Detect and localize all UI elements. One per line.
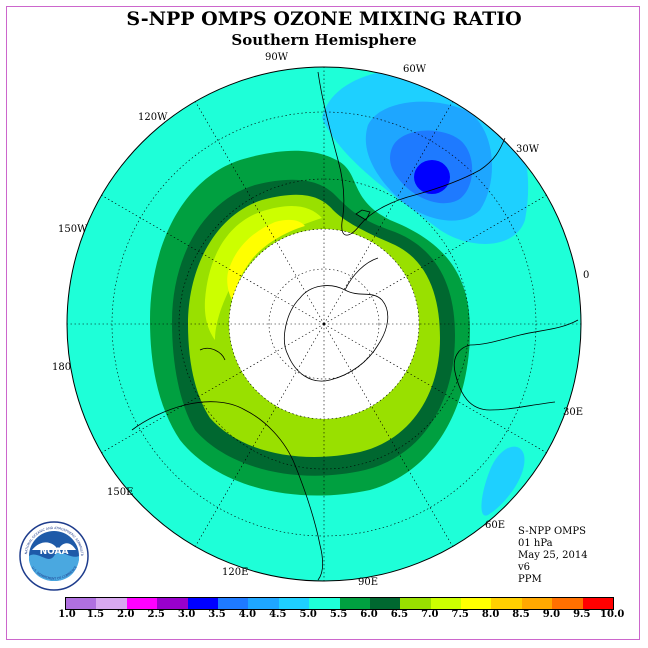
- legend-swatch: [278, 598, 310, 609]
- south-america-coast: [317, 71, 506, 236]
- meridian-30w: [323, 194, 548, 325]
- logo-bird: [32, 542, 76, 550]
- info-date: May 25, 2014: [518, 550, 588, 561]
- legend-tick-label: 6.0: [360, 609, 378, 620]
- legend-swatch: [309, 598, 340, 609]
- legend-swatch: [96, 598, 127, 609]
- legend-tick-label: 9.5: [573, 609, 591, 620]
- logo-text: NOAA: [40, 547, 69, 557]
- legend-swatch: [400, 598, 431, 609]
- legend-tick-label: 7.5: [451, 609, 469, 620]
- legend-swatch: [248, 598, 279, 609]
- meridian-150e: [100, 323, 325, 454]
- legend-tick-label: 2.5: [147, 609, 165, 620]
- band-4.0-4.5-secondary: [481, 446, 525, 516]
- legend-swatch: [369, 598, 401, 609]
- legend-swatch: [157, 598, 188, 609]
- legend-swatch: [461, 598, 492, 609]
- figure-frame: [6, 6, 640, 640]
- map-title: S-NPP OMPS OZONE MIXING RATIO: [126, 8, 522, 30]
- legend-swatch: [552, 598, 583, 609]
- legend-swatch: [430, 598, 462, 609]
- antarctica-coast: [284, 285, 389, 382]
- legend-swatch: [521, 598, 553, 609]
- band-2.5-3.0: [414, 160, 450, 194]
- map-subtitle: Southern Hemisphere: [231, 31, 417, 49]
- logo-wave: [29, 552, 79, 581]
- graticule: [67, 67, 581, 581]
- noaa-logo: NOAA NATIONAL OCEANIC AND ATMOSPHERIC AD…: [18, 520, 89, 591]
- map-boundary: [66, 66, 582, 582]
- label-120w: 120W: [138, 112, 168, 123]
- legend-tick-label: 1.5: [86, 609, 105, 620]
- meridian-150w: [100, 194, 325, 325]
- legend-swatch: [217, 598, 249, 609]
- australia-coast: [131, 401, 324, 581]
- label-30w: 30W: [516, 144, 540, 155]
- legend-ticks: 1.0 1.5 2.0 2.5 3.0 3.5 4.0 4.5 5.0 5.5 6.0 6.5 7.0 7…: [0, 609, 648, 623]
- label-0: 0: [583, 270, 589, 281]
- color-legend: [65, 597, 615, 610]
- legend-tick-label: 8.0: [481, 609, 500, 620]
- lat-circle-60s: [228, 228, 420, 420]
- legend-tick-label: 5.0: [299, 609, 317, 620]
- legend-tick-label: 10.0: [600, 609, 625, 620]
- info-instrument: S-NPP OMPS: [518, 526, 586, 537]
- legend-swatch: [491, 598, 522, 609]
- info-version: v6: [518, 562, 531, 573]
- label-90w: 90W: [265, 52, 289, 63]
- info-level: 01 hPa: [518, 538, 553, 549]
- label-30e: 30E: [563, 407, 583, 418]
- label-150e: 150E: [107, 487, 133, 498]
- label-120e: 120E: [222, 567, 248, 578]
- africa-coast: [453, 319, 579, 411]
- legend-tick-label: 6.5: [390, 609, 409, 620]
- lat-circle-75s: [268, 268, 380, 380]
- legend-tick-label: 3.5: [208, 609, 226, 620]
- legend-tick-label: 2.0: [117, 609, 135, 620]
- meridian-labels: 0 30E 60E 90E 120E 150E 180 150W 120W 90…: [52, 52, 589, 588]
- legend-swatch: [582, 598, 614, 609]
- band-6.5-7.0: [204, 206, 322, 340]
- legend-tick-label: 5.5: [329, 609, 348, 620]
- coastlines: [131, 71, 579, 581]
- legend-tick-label: 8.5: [512, 609, 530, 620]
- antarctic-peninsula: [344, 257, 379, 291]
- meridian-60e: [323, 323, 454, 548]
- legend-swatch: [339, 598, 370, 609]
- label-60w: 60W: [403, 64, 427, 75]
- legend-tick-label: 4.5: [269, 609, 287, 620]
- new-zealand-coast: [199, 347, 226, 361]
- label-90e: 90E: [358, 577, 378, 588]
- info-block: S-NPP OMPS 01 hPa May 25, 2014 v6 PPM: [518, 526, 588, 586]
- legend-swatch: [126, 598, 158, 609]
- meridian-60w: [323, 100, 454, 325]
- label-60e: 60E: [485, 520, 505, 531]
- legend-swatch: [66, 598, 97, 609]
- legend-tick-label: 7.0: [421, 609, 439, 620]
- south-pole-dot: [322, 322, 326, 326]
- info-units: PPM: [518, 574, 542, 585]
- meridian-120w: [194, 100, 325, 325]
- ozone-field: [67, 67, 581, 581]
- band-7.0-7.5: [227, 219, 305, 300]
- legend-swatch: [187, 598, 218, 609]
- meridian-120e: [194, 323, 325, 548]
- label-150w: 150W: [58, 224, 88, 235]
- tierra-del-fuego: [355, 209, 371, 221]
- meridian-30e: [323, 323, 548, 454]
- legend-tick-label: 9.0: [542, 609, 561, 620]
- legend-tick-label: 4.0: [238, 609, 257, 620]
- legend-tick-label: 1.0: [58, 609, 76, 620]
- legend-tick-label: 3.0: [177, 609, 196, 620]
- label-180: 180: [52, 362, 71, 373]
